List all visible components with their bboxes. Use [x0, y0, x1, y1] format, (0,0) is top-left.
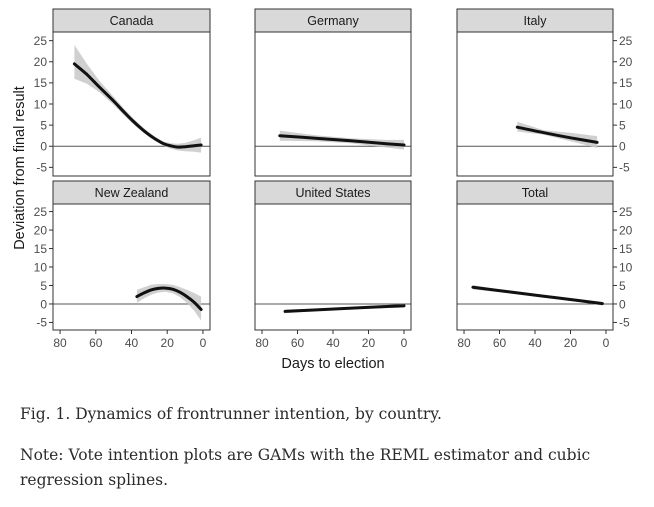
x-tick-label: 60: [89, 336, 103, 350]
facet-title: Italy: [524, 14, 548, 28]
x-tick-label: 20: [564, 336, 578, 350]
y-tick-label: 15: [34, 76, 48, 90]
y-tick-label: 25: [619, 205, 633, 219]
y-tick-label: 5: [619, 279, 626, 293]
facet-new-zealand: New Zealand -5 0 5 10 15 20 25 80 60 40 20 0: [34, 180, 211, 350]
facet-title: United States: [295, 186, 370, 200]
y-tick-label: 0: [40, 297, 47, 311]
y-tick-label: 0: [619, 140, 626, 154]
gam-smooth-line: [515, 125, 599, 144]
y-tick-label: 15: [34, 242, 48, 256]
y-tick-label: 5: [40, 118, 47, 132]
figure-note: Note: Vote intention plots are GAMs with…: [20, 446, 591, 489]
y-tick-label: 20: [619, 55, 633, 69]
facet-total: Total -5 0 5 10 15 20 25 80 60 40 20 0: [456, 180, 633, 350]
y-tick-label: 25: [34, 205, 48, 219]
gam-smooth-line: [72, 62, 203, 149]
x-tick-label: 0: [200, 336, 207, 350]
y-tick-label: 25: [34, 34, 48, 48]
x-tick-label: 80: [255, 336, 269, 350]
x-tick-label: 0: [401, 336, 408, 350]
panel-border: [52, 203, 211, 331]
y-tick-label: -5: [619, 316, 630, 330]
panel-border: [456, 203, 614, 331]
y-tick-label: 15: [619, 242, 633, 256]
facet-title: Germany: [307, 14, 359, 28]
facet-united-states: United States 80 60 40 20 0: [254, 180, 412, 350]
x-tick-label: 80: [457, 336, 471, 350]
panel-border: [456, 31, 614, 177]
y-tick-label: 20: [34, 55, 48, 69]
y-axis-title: Deviation from final result: [12, 86, 28, 250]
gam-smooth-line: [283, 304, 406, 313]
facet-title: Canada: [110, 14, 154, 28]
gam-smooth-line: [135, 286, 203, 311]
x-tick-label: 80: [53, 336, 67, 350]
facet-italy: Italy -5 0 5 10 15 20 25: [456, 8, 633, 177]
y-tick-label: -5: [36, 161, 47, 175]
y-tick-label: 10: [619, 260, 633, 274]
x-tick-label: 20: [362, 336, 376, 350]
facet-canada: Canada -5 0 5 10 15 20 25: [34, 8, 211, 177]
facet-germany: Germany: [254, 8, 412, 177]
faceted-line-chart: Canada -5 0 5 10 15 20 25 Germany Italy -5 0 5 10 15 20…: [12, 8, 633, 372]
x-tick-label: 60: [493, 336, 507, 350]
x-tick-label: 40: [326, 336, 340, 350]
figure-caption: Fig. 1. Dynamics of frontrunner intentio…: [20, 405, 442, 423]
x-tick-label: 40: [528, 336, 542, 350]
x-tick-label: 0: [603, 336, 610, 350]
confidence-band: [74, 44, 202, 153]
y-tick-label: 5: [619, 118, 626, 132]
y-tick-label: 25: [619, 34, 633, 48]
y-tick-label: 5: [40, 279, 47, 293]
y-tick-label: 10: [34, 97, 48, 111]
y-tick-label: 10: [34, 260, 48, 274]
y-tick-label: -5: [36, 316, 47, 330]
panel-border: [254, 203, 412, 331]
gam-smooth-line: [471, 285, 604, 306]
x-tick-label: 60: [291, 336, 305, 350]
y-tick-label: 0: [619, 297, 626, 311]
x-axis-title: Days to election: [281, 356, 384, 372]
gam-smooth-line: [278, 134, 406, 147]
y-tick-label: 20: [619, 223, 633, 237]
facet-title: New Zealand: [95, 186, 169, 200]
confidence-band: [136, 284, 202, 321]
x-tick-label: 20: [161, 336, 175, 350]
y-tick-label: 10: [619, 97, 633, 111]
facet-title: Total: [522, 186, 548, 200]
y-tick-label: -5: [619, 161, 630, 175]
y-tick-label: 0: [40, 140, 47, 154]
y-tick-label: 15: [619, 76, 633, 90]
x-tick-label: 40: [125, 336, 139, 350]
y-tick-label: 20: [34, 223, 48, 237]
panel-border: [254, 31, 412, 177]
